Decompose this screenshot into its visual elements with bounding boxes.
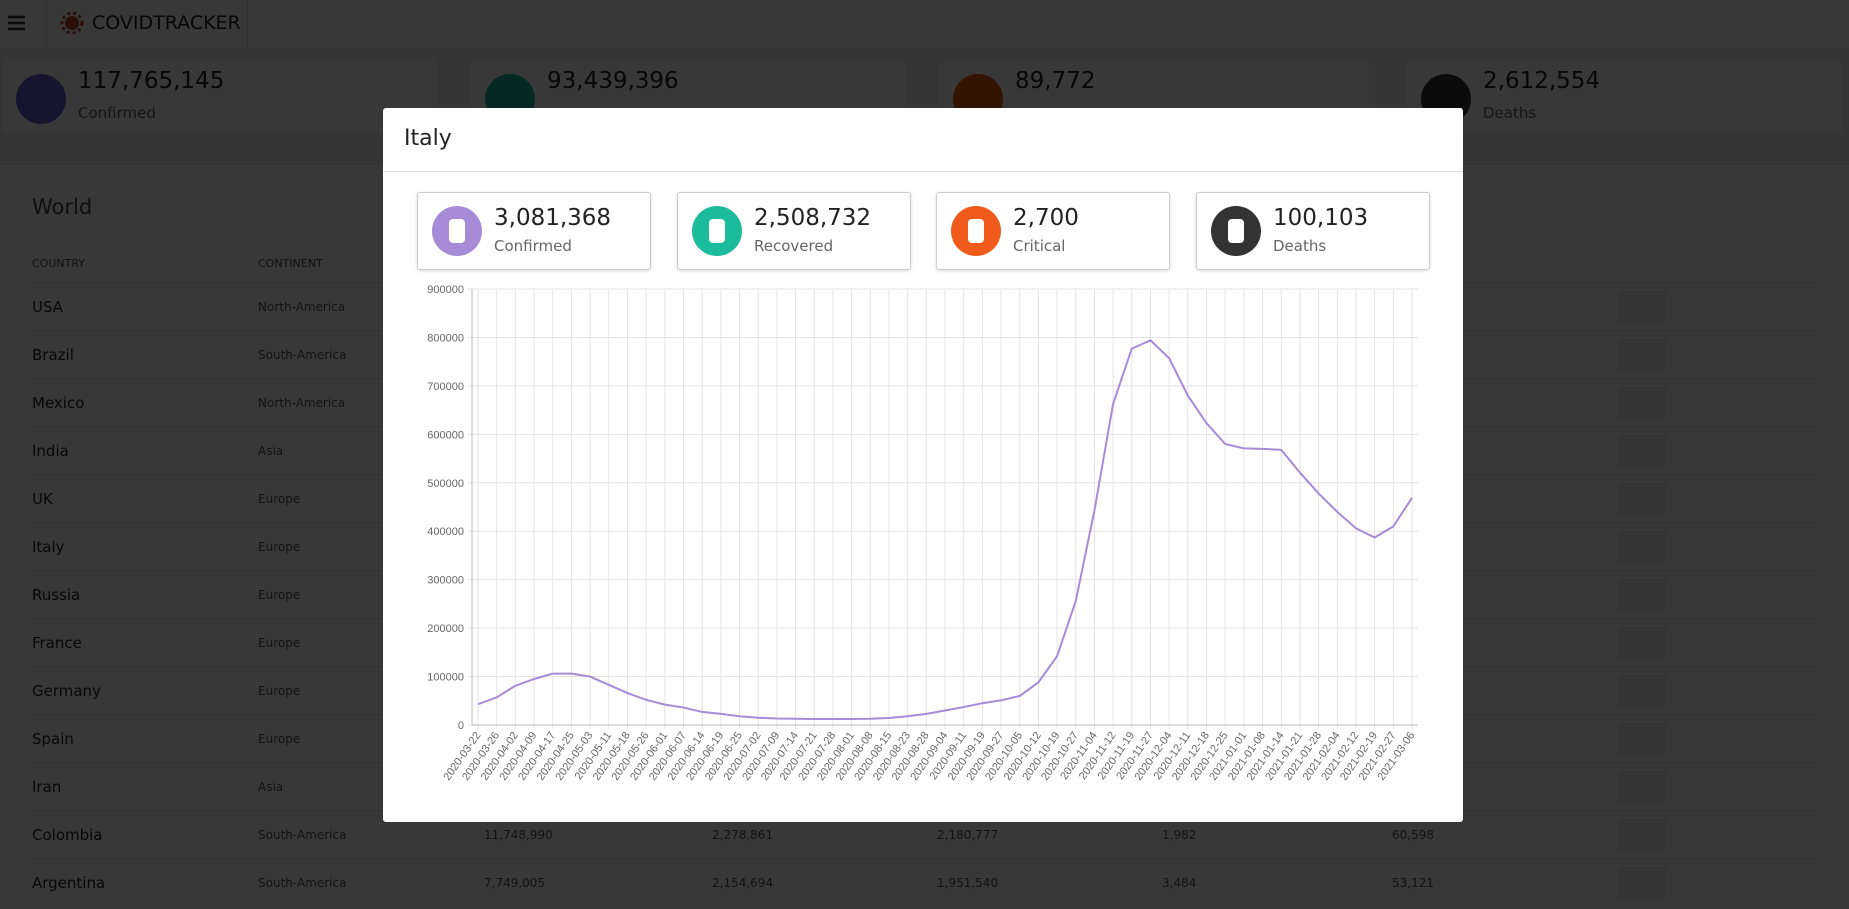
stat-value: 100,103	[1273, 205, 1369, 231]
stat-icon	[1211, 206, 1261, 256]
stat-card: 2,508,732 Recovered	[677, 192, 911, 270]
icon-glyph	[968, 219, 984, 243]
y-tick-label: 100000	[427, 672, 464, 684]
line-series	[477, 339, 1413, 720]
y-tick-label: 700000	[427, 381, 464, 393]
modal-title: Italy	[404, 126, 452, 151]
icon-glyph	[1228, 219, 1244, 243]
stat-value: 3,081,368	[494, 205, 612, 231]
stat-value: 2,700	[1013, 205, 1079, 231]
y-tick-label: 500000	[427, 478, 464, 490]
stat-label: Recovered	[754, 237, 834, 255]
stat-icon	[951, 206, 1001, 256]
modal: Italy 3,081,368 Confirmed 2,508,732 Recover…	[383, 108, 1463, 822]
icon-glyph	[709, 219, 725, 243]
stat-card: 2,700 Critical	[936, 192, 1170, 270]
stat-card: 100,103 Deaths	[1196, 192, 1430, 270]
stat-label: Critical	[1013, 237, 1066, 255]
y-tick-label: 0	[458, 720, 464, 732]
stat-value: 2,508,732	[754, 205, 872, 231]
y-tick-label: 600000	[427, 429, 464, 441]
icon-glyph	[449, 219, 465, 243]
divider	[383, 171, 1463, 172]
stat-card: 3,081,368 Confirmed	[417, 192, 651, 270]
stat-icon	[692, 206, 742, 256]
stat-label: Confirmed	[494, 237, 572, 255]
y-tick-label: 300000	[427, 575, 464, 587]
stat-label: Deaths	[1273, 237, 1327, 255]
chart: 0 100000 200000 300000 400000 500000 600000 700…	[427, 284, 1418, 783]
y-tick-label: 900000	[427, 284, 464, 296]
y-tick-label: 400000	[427, 526, 464, 538]
y-tick-label: 200000	[427, 623, 464, 635]
stat-icon	[432, 206, 482, 256]
y-tick-label: 800000	[427, 332, 464, 344]
